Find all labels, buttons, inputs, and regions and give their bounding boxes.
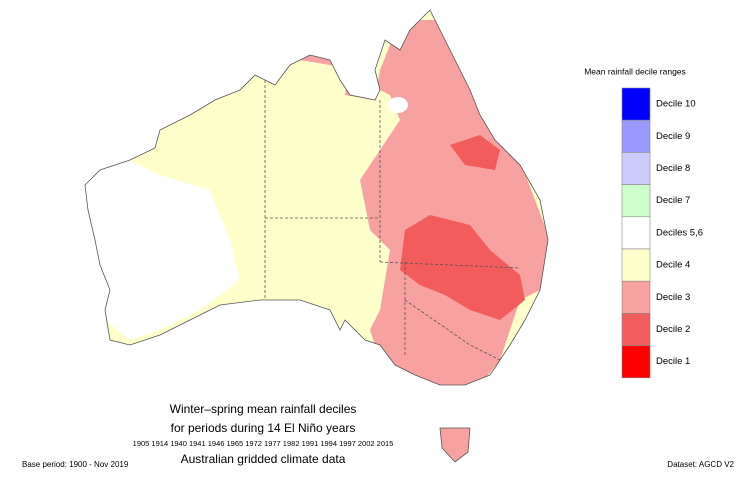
region-decile-2 (400, 215, 525, 320)
subtitle: Australian gridded climate data (181, 452, 346, 466)
region-deciles-5-6 (388, 97, 408, 113)
legend-swatch (621, 119, 651, 153)
legend-label: Decile 10 (656, 99, 696, 110)
legend-swatch (621, 248, 651, 282)
legend-label: Decile 7 (656, 195, 690, 206)
region-deciles-5-6 (85, 160, 240, 340)
legend-label: Decile 4 (656, 260, 690, 271)
legend-swatch (621, 152, 651, 185)
map (84, 9, 549, 463)
legend-label: Deciles 5,6 (656, 227, 703, 238)
legend-swatch (621, 345, 651, 379)
legend-swatch (621, 280, 651, 314)
base-period: Base period: 1900 - Nov 2019 (22, 460, 129, 469)
state-border (404, 299, 501, 361)
years: 1905 1914 1940 1941 1946 1965 1972 1977 … (133, 439, 394, 448)
region-decile-2 (450, 135, 500, 170)
legend-label: Decile 2 (656, 324, 690, 335)
map-title: for periods during 14 El Niño years (171, 421, 356, 435)
legend-label: Decile 8 (656, 163, 690, 174)
coastline (84, 9, 549, 386)
legend-swatch (621, 87, 651, 121)
dataset: Dataset: AGCD V2 (667, 460, 734, 469)
tasmania (439, 427, 471, 463)
state-border (379, 261, 521, 269)
legend-label: Decile 1 (656, 356, 690, 367)
legend-swatch (621, 184, 651, 218)
legend-label: Decile 9 (656, 131, 690, 142)
legend: Decile 10 Decile 9 Decile 8 Decile 7 Deciles… (621, 87, 703, 379)
legend-label: Decile 3 (656, 292, 690, 303)
legend-swatch (621, 216, 651, 250)
map-title: Winter–spring mean rainfall deciles (170, 402, 357, 416)
legend-swatch (621, 313, 651, 346)
legend-title: Mean rainfall decile ranges (584, 66, 686, 76)
